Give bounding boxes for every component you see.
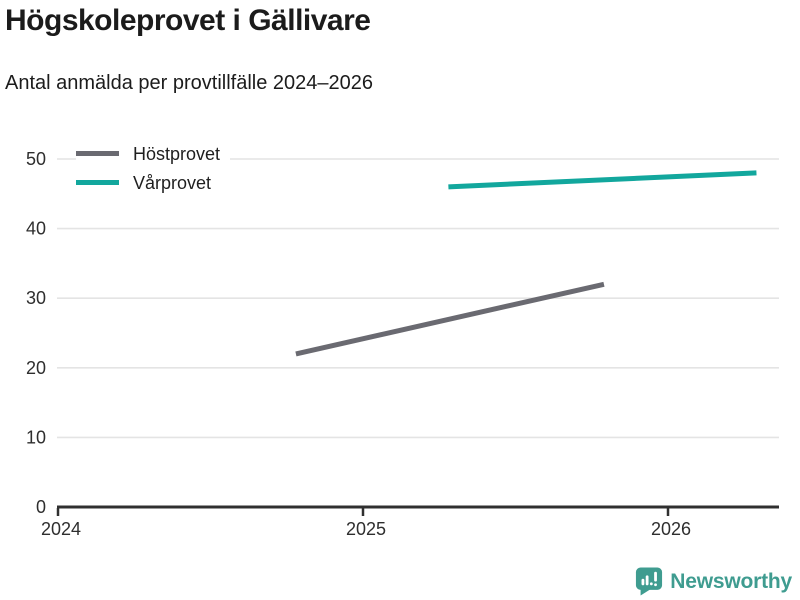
y-tick-label: 20 [26,358,46,378]
y-tick-label: 30 [26,288,46,308]
x-tick-label: 2024 [41,519,81,539]
x-tick-label: 2026 [651,519,691,539]
brand-name: Newsworthy [670,569,792,593]
legend: Höstprovet Vårprovet [76,139,231,197]
y-tick-label: 0 [36,497,46,517]
x-tick-label: 2025 [346,519,386,539]
brand-footer: Newsworthy [635,566,792,597]
y-tick-label: 40 [26,219,46,239]
y-tick-label: 10 [26,427,46,447]
newsworthy-logo-icon [636,567,663,596]
legend-swatch-hostprovet [76,151,119,156]
series-line-0 [295,281,605,357]
chart-title: Högskoleprovet i Gällivare [5,4,371,37]
legend-label-varprovet: Vårprovet [133,172,212,193]
legend-swatch-varprovet [76,180,119,185]
legend-item-hostprovet: Höstprovet [76,139,231,168]
chart-subtitle: Antal anmälda per provtillfälle 2024–202… [5,72,374,94]
y-tick-label: 50 [26,149,46,169]
legend-label-hostprovet: Höstprovet [133,143,221,164]
series-line-1 [448,170,757,190]
legend-item-varprovet: Vårprovet [76,168,231,197]
